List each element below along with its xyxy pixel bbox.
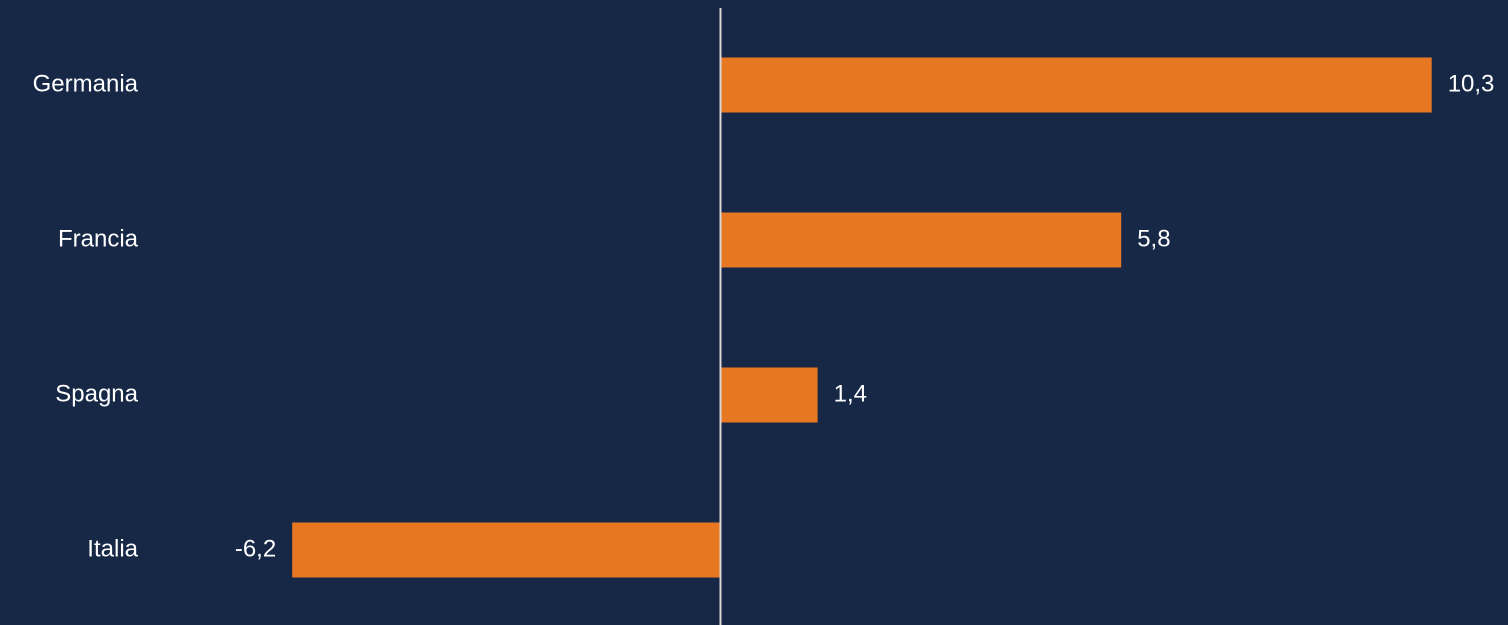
category-labels: Germania Francia Spagna Italia bbox=[33, 70, 139, 562]
category-label: Italia bbox=[87, 535, 138, 562]
value-labels: 10,3 5,8 1,4 -6,2 bbox=[235, 70, 1495, 562]
value-label: 1,4 bbox=[834, 380, 867, 407]
category-label: Germania bbox=[33, 70, 139, 97]
value-label: 10,3 bbox=[1448, 70, 1495, 97]
value-label: -6,2 bbox=[235, 535, 276, 562]
bar bbox=[721, 57, 1432, 113]
bar bbox=[292, 522, 720, 578]
value-label: 5,8 bbox=[1137, 225, 1170, 252]
category-label: Francia bbox=[58, 225, 139, 252]
category-label: Spagna bbox=[55, 380, 138, 407]
bars bbox=[292, 57, 1432, 578]
bar bbox=[721, 367, 818, 423]
bar bbox=[721, 212, 1122, 268]
